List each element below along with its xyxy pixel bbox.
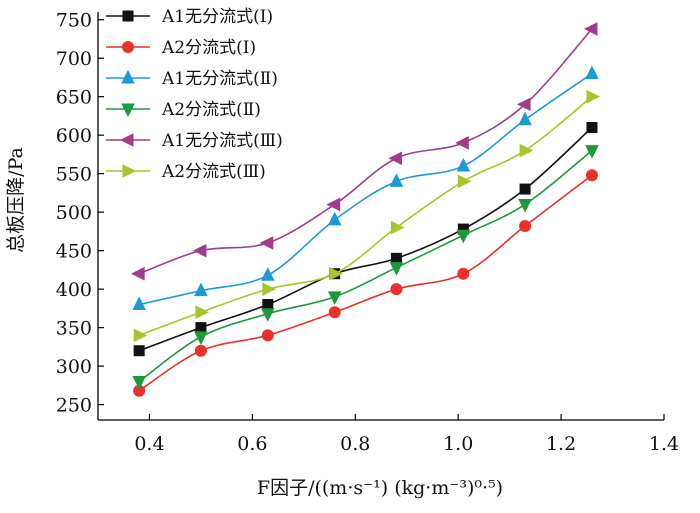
data-point (262, 299, 274, 311)
y-tick-label: 550 (56, 164, 92, 186)
data-point (260, 308, 275, 322)
data-point (457, 267, 470, 280)
data-point (327, 291, 342, 305)
series-5 (131, 22, 598, 281)
legend-item: A2分流式(Ⅲ) (106, 162, 266, 182)
data-point (133, 345, 145, 357)
legend-item: A1无分流式(Ⅲ) (106, 131, 283, 151)
data-point (262, 282, 276, 296)
data-point (328, 306, 341, 319)
data-point (259, 236, 274, 250)
data-point (456, 229, 471, 244)
data-point (455, 136, 469, 150)
data-point (192, 243, 207, 258)
legend-marker (121, 103, 135, 118)
data-point (132, 376, 146, 390)
legend-label: A1无分流式(Ⅱ) (161, 69, 278, 89)
series-layer (131, 22, 601, 397)
series-2 (133, 169, 598, 397)
data-point (132, 296, 146, 311)
axes: 250 300 350 400 450 500 550 600 650 700 750 0.4 0.6 0… (56, 10, 679, 455)
x-tick-label: 0.8 (340, 433, 370, 455)
x-tick-label: 0.4 (134, 433, 164, 455)
y-tick-label: 650 (56, 87, 92, 109)
data-point (390, 220, 405, 235)
data-point (583, 22, 598, 36)
x-tick-label: 1.0 (443, 433, 473, 455)
data-point (585, 65, 599, 80)
series-1 (133, 121, 598, 357)
legend-label: A2分流式(Ⅱ) (161, 100, 261, 120)
data-point (389, 173, 404, 187)
data-point (518, 198, 532, 213)
data-point (519, 183, 531, 195)
x-tick-label: 0.6 (237, 433, 267, 455)
series-4 (132, 145, 599, 390)
legend-label: A2分流式(Ⅰ) (161, 38, 256, 58)
data-point (133, 328, 148, 343)
data-point (585, 145, 599, 159)
legend-item: A2分流式(Ⅱ) (106, 100, 261, 120)
legend-item: A2分流式(Ⅰ) (106, 38, 256, 58)
y-axis-title: 总板压降/Pa (5, 147, 27, 253)
y-tick-label: 250 (56, 395, 92, 417)
data-point (194, 282, 208, 297)
data-point (456, 157, 471, 172)
data-point (329, 266, 343, 281)
data-point (519, 143, 534, 158)
data-point (585, 169, 598, 182)
series-6 (133, 89, 601, 343)
y-tick-label: 450 (56, 241, 92, 263)
data-point (390, 283, 403, 296)
data-point (194, 331, 208, 345)
data-point (389, 262, 404, 276)
x-axis-title: F因子/((m·s⁻¹) (kg·m⁻³)⁰·⁵) (257, 477, 503, 499)
y-tick-label: 750 (56, 10, 92, 32)
data-point (586, 89, 601, 104)
legend-item: A1无分流式(Ⅰ) (106, 7, 273, 27)
legend-marker (122, 41, 134, 53)
legend-label: A2分流式(Ⅲ) (161, 162, 266, 182)
data-point (195, 322, 207, 334)
y-tick-label: 500 (56, 202, 92, 224)
data-point (261, 329, 274, 342)
data-point (194, 344, 207, 357)
y-tick-label: 350 (56, 318, 92, 340)
data-point (131, 266, 145, 281)
legend: A1无分流式(Ⅰ) A2分流式(Ⅰ) A1无分流式(Ⅱ) A2分流式(Ⅱ) A1无分流式… (106, 7, 283, 182)
legend-marker (121, 69, 135, 84)
data-point (260, 267, 275, 281)
data-point (195, 305, 210, 320)
data-point (390, 252, 402, 264)
x-tick-label: 1.2 (546, 433, 576, 455)
legend-label: A1无分流式(Ⅲ) (161, 131, 283, 151)
series-3 (132, 65, 599, 311)
series-line (138, 126, 593, 352)
data-point (457, 174, 472, 189)
x-tick-label: 1.4 (649, 433, 679, 455)
y-tick-label: 300 (56, 356, 92, 378)
data-point (519, 220, 532, 233)
data-point (586, 121, 598, 133)
y-tick-label: 600 (56, 125, 92, 147)
legend-marker (122, 10, 134, 22)
data-point (388, 151, 402, 166)
y-tick-label: 700 (56, 48, 92, 70)
legend-label: A1无分流式(Ⅰ) (161, 7, 273, 27)
data-point (516, 97, 531, 112)
y-tick-label: 400 (56, 279, 92, 301)
legend-marker (119, 133, 134, 147)
data-point (518, 111, 532, 126)
legend-marker (122, 164, 137, 178)
data-point (327, 211, 342, 226)
legend-item: A1无分流式(Ⅱ) (106, 69, 278, 89)
data-point (326, 197, 341, 212)
